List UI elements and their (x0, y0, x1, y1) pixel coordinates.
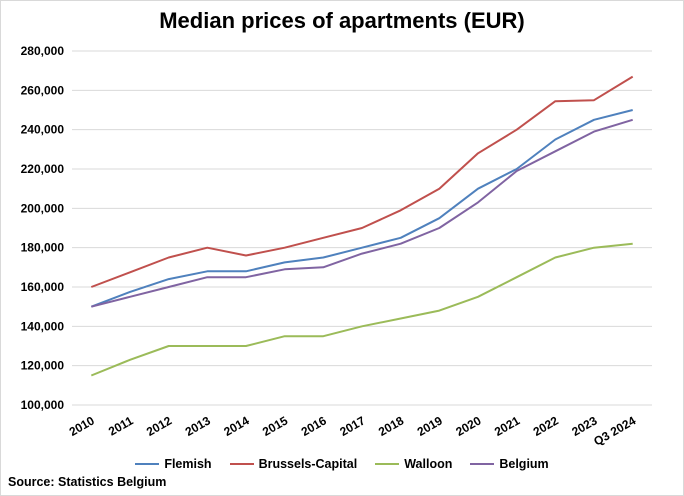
legend-swatch-walloon (375, 463, 400, 465)
x-tick-label: 2014 (221, 413, 251, 439)
y-tick-label: 120,000 (21, 359, 65, 373)
legend-item-belgium: Belgium (470, 457, 549, 471)
legend-item-brussels: Brussels-Capital (229, 457, 358, 471)
x-axis-tick-labels: 2010 2011 2012 2013 2014 2015 2016 2017 2018 2019… (67, 413, 639, 448)
x-tick-label: 2017 (337, 413, 367, 439)
y-tick-label: 280,000 (21, 44, 65, 58)
y-tick-label: 200,000 (21, 201, 65, 215)
x-tick-label: 2010 (67, 413, 97, 439)
legend-item-walloon: Walloon (375, 457, 452, 471)
legend-item-flemish: Flemish (135, 457, 212, 471)
series-line-belgium (91, 118, 633, 308)
y-tick-label: 240,000 (21, 123, 65, 137)
legend-swatch-flemish (135, 463, 160, 465)
legend-label-flemish: Flemish (164, 457, 212, 471)
legend-swatch-belgium (470, 463, 495, 465)
x-tick-label: 2021 (492, 413, 522, 439)
x-tick-label: 2018 (376, 413, 406, 439)
chart-title: Median prices of apartments (EUR) (159, 8, 525, 33)
x-tick-label: 2022 (531, 413, 561, 439)
legend-label-belgium: Belgium (499, 457, 549, 471)
y-tick-label: 260,000 (21, 83, 65, 97)
x-tick-label: 2013 (183, 413, 213, 439)
x-tick-label: 2011 (106, 413, 136, 438)
legend: Flemish Brussels-Capital Walloon Belgium (0, 457, 684, 471)
series-line-walloon (90, 242, 633, 377)
y-tick-label: 220,000 (21, 162, 65, 176)
series-line-flemish (90, 109, 633, 308)
x-tick-label: 2020 (453, 413, 483, 439)
legend-label-walloon: Walloon (404, 457, 453, 471)
series-lines (90, 75, 634, 377)
y-tick-label: 100,000 (21, 398, 65, 412)
y-tick-label: 140,000 (21, 319, 65, 333)
x-tick-label: 2019 (415, 413, 445, 439)
legend-label-brussels: Brussels-Capital (258, 457, 358, 471)
x-tick-label: 2012 (144, 413, 174, 439)
source-note: Source: Statistics Belgium (8, 475, 167, 489)
y-tick-label: 160,000 (21, 280, 65, 294)
x-tick-label: Q3 2024 (591, 413, 638, 448)
y-tick-label: 180,000 (21, 241, 65, 255)
x-tick-label: 2016 (299, 413, 329, 439)
series-line-brussels-capital (90, 75, 634, 288)
x-tick-label: 2015 (260, 413, 290, 439)
y-axis-tick-labels: 100,000 120,000 140,000 160,000 180,000 200,0… (21, 44, 65, 412)
legend-swatch-brussels (229, 463, 254, 465)
